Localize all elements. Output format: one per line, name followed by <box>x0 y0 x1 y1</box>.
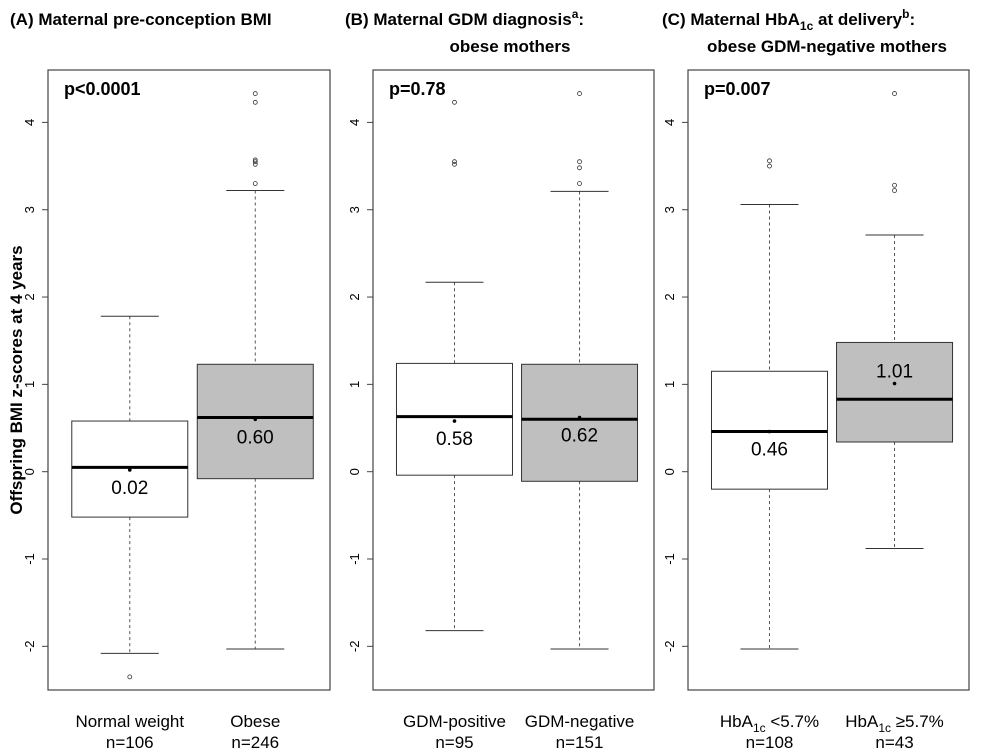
category-label: GDM-negative <box>525 712 635 731</box>
outlier-point <box>252 99 258 105</box>
mean-point <box>127 468 132 472</box>
category-n: n=151 <box>556 733 604 752</box>
mean-point <box>452 419 457 423</box>
outlier-point <box>452 161 457 167</box>
y-tick-label: 4 <box>347 119 362 126</box>
mean-point <box>253 417 258 422</box>
box-series <box>196 91 314 650</box>
y-tick-label: 2 <box>22 293 37 300</box>
panel-title: (C) Maternal HbA1c at deliveryb: <box>662 7 915 33</box>
outlier-point <box>452 159 457 165</box>
label-subscript: 1c <box>753 721 766 735</box>
category-n: n=106 <box>106 733 154 752</box>
y-tick-label: 0 <box>22 468 37 475</box>
category-label: Obese <box>230 712 280 731</box>
title-part: (C) Maternal HbA <box>662 10 800 29</box>
mean-label: 0.46 <box>751 440 788 461</box>
mean-label: 1.01 <box>876 361 913 382</box>
category-n: n=95 <box>435 733 473 752</box>
title-part: : <box>578 10 584 29</box>
y-tick-label: -1 <box>662 553 677 565</box>
y-tick-label: 0 <box>662 468 677 475</box>
category-label: Normal weight <box>75 712 184 731</box>
category-label: HbA1c <5.7% <box>720 712 819 735</box>
y-axis-label: Offspring BMI z-scores at 4 years <box>7 245 26 514</box>
outlier-point <box>252 157 258 163</box>
panel-title-line2: obese GDM-negative mothers <box>707 37 947 56</box>
mean-point <box>577 415 582 420</box>
label-part: ≥5.7% <box>891 712 944 731</box>
y-tick-label: -1 <box>347 553 362 565</box>
title-subscript: 1c <box>800 19 814 33</box>
iqr-box <box>521 363 639 482</box>
y-tick-label: -2 <box>662 641 677 653</box>
panel-frame <box>687 69 970 691</box>
y-tick-label: 4 <box>22 119 37 126</box>
outlier-point <box>127 674 133 680</box>
panel-title: (A) Maternal pre-conception BMI <box>10 10 272 29</box>
y-tick-label: -2 <box>347 641 362 653</box>
category-n: n=246 <box>231 733 279 752</box>
p-value: p<0.0001 <box>64 79 141 99</box>
box-series <box>521 91 639 650</box>
y-tick-label: 1 <box>347 381 362 388</box>
iqr-box <box>836 341 954 443</box>
y-tick-label: 0 <box>347 468 362 475</box>
outlier-point <box>892 182 897 188</box>
category-n: n=108 <box>746 733 794 752</box>
iqr-box <box>196 363 314 480</box>
y-tick-label: 1 <box>22 381 37 388</box>
p-value: p=0.78 <box>389 79 446 99</box>
y-tick-label: -2 <box>22 641 37 653</box>
mean-label: 0.58 <box>436 429 473 450</box>
p-value: p=0.007 <box>704 79 771 99</box>
title-part: (B) Maternal GDM diagnosis <box>345 10 572 29</box>
outlier-point <box>577 165 582 171</box>
title-part: at delivery <box>813 10 902 29</box>
outlier-point <box>577 91 582 96</box>
mean-point <box>892 381 897 386</box>
category-label: HbA1c ≥5.7% <box>845 712 944 735</box>
outlier-point <box>892 188 897 193</box>
label-subscript: 1c <box>878 721 891 735</box>
title-superscript: b <box>902 7 909 21</box>
mean-point <box>767 429 772 434</box>
mean-label: 0.02 <box>111 478 148 499</box>
label-part: HbA <box>845 712 879 731</box>
outlier-point <box>252 181 258 186</box>
panel-title-line2: obese mothers <box>450 37 571 56</box>
y-tick-label: 3 <box>662 206 677 213</box>
label-part: <5.7% <box>766 712 819 731</box>
y-tick-label: 3 <box>22 206 37 213</box>
outlier-point <box>577 159 582 165</box>
box-series <box>710 158 828 650</box>
mean-label: 0.62 <box>561 426 598 447</box>
y-tick-label: -1 <box>22 553 37 565</box>
outlier-point <box>252 159 258 165</box>
y-tick-label: 3 <box>347 206 362 213</box>
y-tick-label: 1 <box>662 381 677 388</box>
label-part: HbA <box>720 712 754 731</box>
box-series <box>395 99 513 632</box>
y-tick-label: 2 <box>662 293 677 300</box>
panel-frame <box>372 69 655 691</box>
panel-frame <box>47 69 331 691</box>
category-label: GDM-positive <box>403 712 506 731</box>
outlier-point <box>892 91 897 96</box>
outlier-point <box>252 91 258 96</box>
outlier-point <box>767 163 772 169</box>
outlier-point <box>452 99 457 105</box>
outlier-point <box>577 181 582 186</box>
y-tick-label: 4 <box>662 119 677 126</box>
title-part: : <box>909 10 915 29</box>
title-superscript: a <box>572 7 579 21</box>
outlier-point <box>767 158 772 164</box>
category-n: n=43 <box>875 733 913 752</box>
panel-title: (B) Maternal GDM diagnosisa: <box>345 7 584 29</box>
mean-label: 0.60 <box>237 427 274 448</box>
box-series <box>836 91 954 550</box>
y-tick-label: 2 <box>347 293 362 300</box>
box-series <box>71 315 189 680</box>
